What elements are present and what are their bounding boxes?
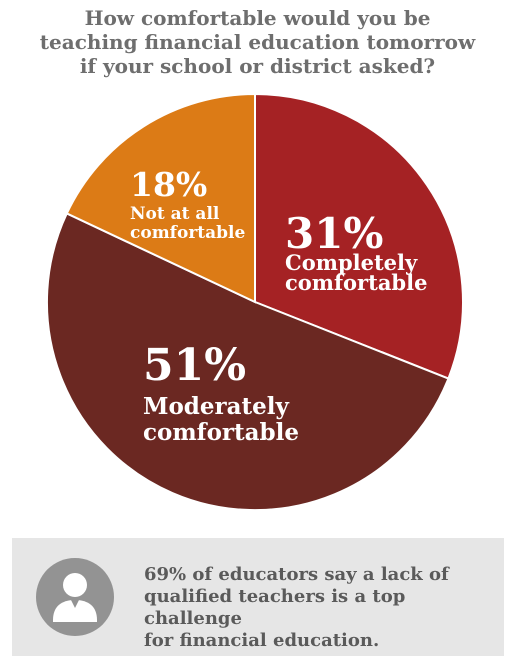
slice-category-label: Not at all comfortable: [130, 204, 245, 243]
slice-value-label: 31%: [285, 209, 383, 258]
pie-labels: 31%Completely comfortable 51%Moderately com…: [130, 165, 427, 446]
slice-label-3: 18%Not at all comfortable: [130, 165, 245, 243]
pie-slice-3: [65, 92, 256, 304]
slice-value-label: 18%: [130, 165, 207, 204]
callout-box: 69% of educators say a lack of qualified…: [12, 538, 504, 656]
pie-slice-2: [45, 212, 450, 512]
slice-label-2: 51%Moderately comfortable: [143, 340, 299, 446]
pie-chart: 31%Completely comfortable 51%Moderately com…: [45, 92, 464, 512]
slice-category-label: Moderately comfortable: [143, 393, 299, 446]
pie-slice-1: [254, 92, 464, 380]
chart-title: How comfortable would you be teaching fi…: [39, 6, 476, 78]
slice-category-label: Completely comfortable: [285, 250, 427, 295]
slice-label-1: 31%Completely comfortable: [285, 209, 427, 295]
slice-value-label: 51%: [143, 340, 246, 391]
pie-slices: [45, 92, 464, 512]
person-icon: [36, 558, 114, 636]
callout-text: 69% of educators say a lack of qualified…: [144, 564, 449, 651]
